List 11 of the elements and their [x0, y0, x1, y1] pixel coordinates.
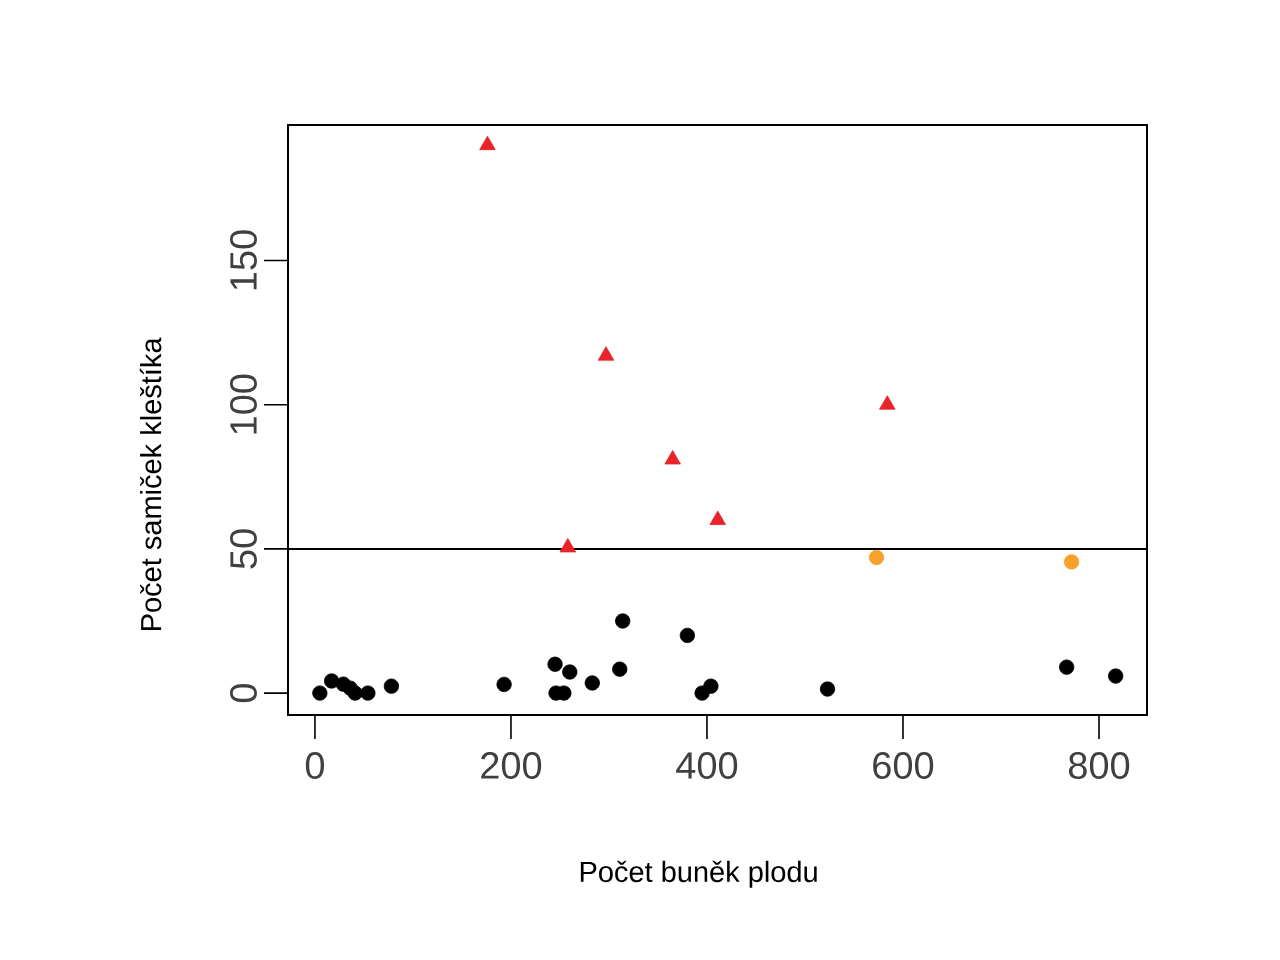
y-tick-label: 50 [230, 529, 257, 569]
x-tick-label: 0 [305, 752, 325, 779]
y-tick-label: 150 [230, 230, 257, 290]
x-tick-label: 400 [676, 752, 738, 779]
y-tick-label: 0 [230, 684, 257, 703]
x-tick-label: 200 [481, 752, 542, 779]
y-tick-label: 100 [230, 374, 257, 434]
x-tick-label: 800 [1068, 752, 1130, 779]
x-axis-title: Počet buněk plodu [580, 860, 817, 888]
x-tick-label: 600 [873, 752, 934, 779]
y-axis-title: Počet samiček kleštíka [139, 337, 162, 630]
